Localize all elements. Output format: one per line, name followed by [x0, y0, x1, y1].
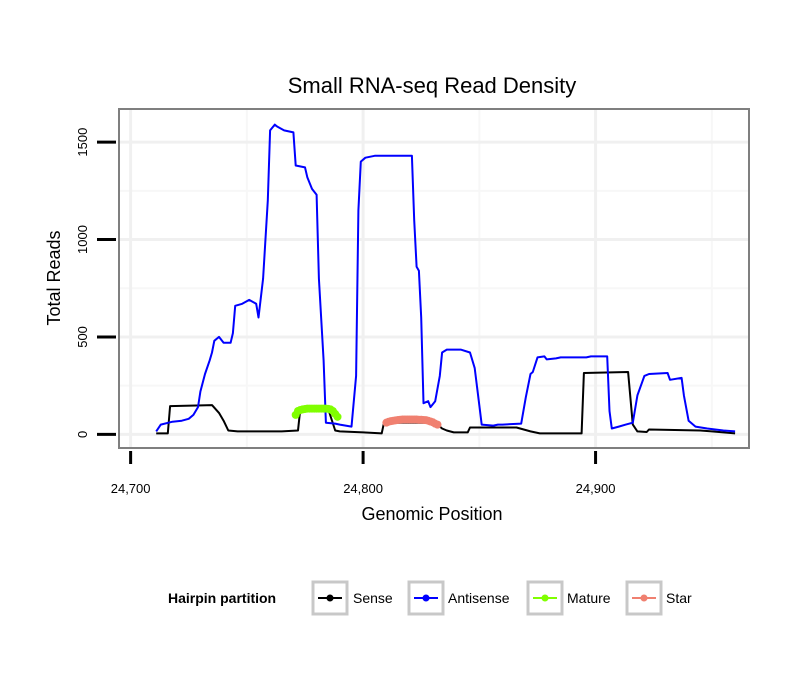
antisense-line — [155, 123, 736, 433]
legend-item-mature: Mature — [526, 580, 611, 616]
legend-item-sense: Sense — [311, 580, 393, 616]
legend-item-star: Star — [625, 580, 692, 616]
legend-label-mature: Mature — [567, 590, 611, 606]
series-layer — [155, 123, 736, 435]
y-tick-label: 0 — [75, 431, 90, 438]
series-star — [382, 415, 442, 429]
legend-key-marker — [640, 594, 648, 602]
x-tick-label: 24,700 — [111, 481, 151, 496]
x-tick-label: 24,800 — [343, 481, 383, 496]
x-tick-label: 24,900 — [576, 481, 616, 496]
legend-label-sense: Sense — [353, 590, 393, 606]
y-tick-label: 500 — [75, 326, 90, 348]
axes: 0 500 1000 1500 24,700 24,800 24,900 — [75, 128, 615, 496]
sense-line — [156, 371, 736, 435]
legend-key-marker — [326, 594, 334, 602]
legend-label-star: Star — [666, 590, 692, 606]
legend-key-marker — [422, 594, 430, 602]
legend-item-antisense: Antisense — [407, 580, 510, 616]
grid — [119, 109, 749, 448]
y-axis-title: Total Reads — [44, 230, 64, 325]
legend-label-antisense: Antisense — [448, 590, 510, 606]
legend: Hairpin partition Sense Antisense Mature Sta… — [168, 580, 692, 616]
series-mature — [291, 404, 342, 421]
y-tick-label: 1500 — [75, 128, 90, 157]
plot-border — [118, 108, 750, 449]
mature-point — [333, 412, 342, 421]
x-axis-title: Genomic Position — [361, 504, 502, 524]
series-antisense — [155, 123, 736, 433]
chart-title: Small RNA-seq Read Density — [288, 73, 577, 98]
star-point — [433, 420, 442, 429]
legend-key-marker — [541, 594, 549, 602]
series-sense — [156, 371, 736, 435]
y-tick-label: 1000 — [75, 225, 90, 254]
legend-title: Hairpin partition — [168, 590, 276, 606]
